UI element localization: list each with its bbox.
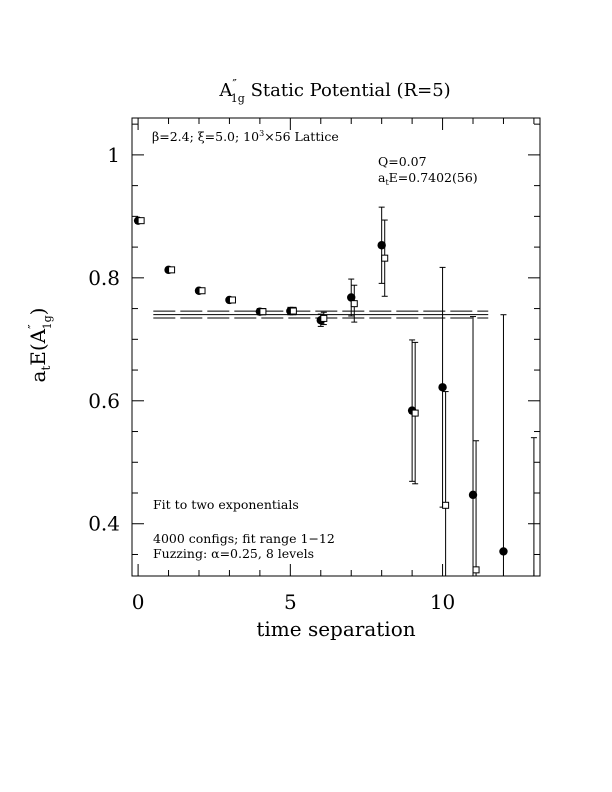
plot-frame: [131, 117, 541, 577]
data-point-square: [228, 296, 236, 304]
axis-ticks: [132, 118, 540, 576]
fuzzing-annotation: Fuzzing: α=0.25, 8 levels: [153, 546, 314, 561]
data-point-square: [350, 300, 358, 308]
data-point-square: [381, 254, 389, 262]
data-point-square: [320, 314, 328, 322]
y-tick-label: 0.4: [88, 512, 120, 536]
y-tick-label: 1: [107, 143, 120, 167]
y-axis-label: atE(A″1g): [26, 308, 54, 383]
tick-labels: 0 5 10 0.4 0.6 0.8 1: [88, 143, 455, 614]
y-tick-label: 0.8: [88, 266, 120, 290]
q-annotation: Q=0.07: [378, 154, 427, 169]
data-point-circle: [499, 547, 508, 556]
energy-annotation: atE=0.7402(56): [378, 170, 478, 187]
x-tick-label: 0: [132, 590, 145, 614]
configs-annotation: 4000 configs; fit range 1−12: [153, 531, 335, 546]
x-axis-label: time separation: [256, 617, 415, 641]
data-point-circle: [377, 241, 386, 250]
y-tick-label: 0.6: [88, 389, 120, 413]
chart-title: A″ 1g Static Potential (R=5): [218, 77, 450, 105]
data-point-circle: [438, 383, 447, 392]
data-point-square: [472, 566, 480, 574]
x-tick-label: 10: [430, 590, 455, 614]
data-markers: [133, 216, 537, 625]
data-point-square: [259, 308, 267, 316]
data-point-square: [442, 501, 450, 509]
fit-annotation: Fit to two exponentials: [153, 497, 299, 512]
lattice-annotation: β=2.4; ξ=5.0; 103×56 Lattice: [152, 129, 339, 144]
x-tick-label: 5: [284, 590, 297, 614]
data-point-square: [289, 307, 297, 315]
data-point-square: [168, 266, 176, 274]
data-point-circle: [468, 490, 478, 500]
data-point-circle: [347, 293, 356, 302]
data-point-square: [531, 619, 537, 625]
data-point-square: [137, 217, 145, 225]
data-point-square: [411, 409, 419, 417]
data-point-square: [198, 287, 206, 295]
